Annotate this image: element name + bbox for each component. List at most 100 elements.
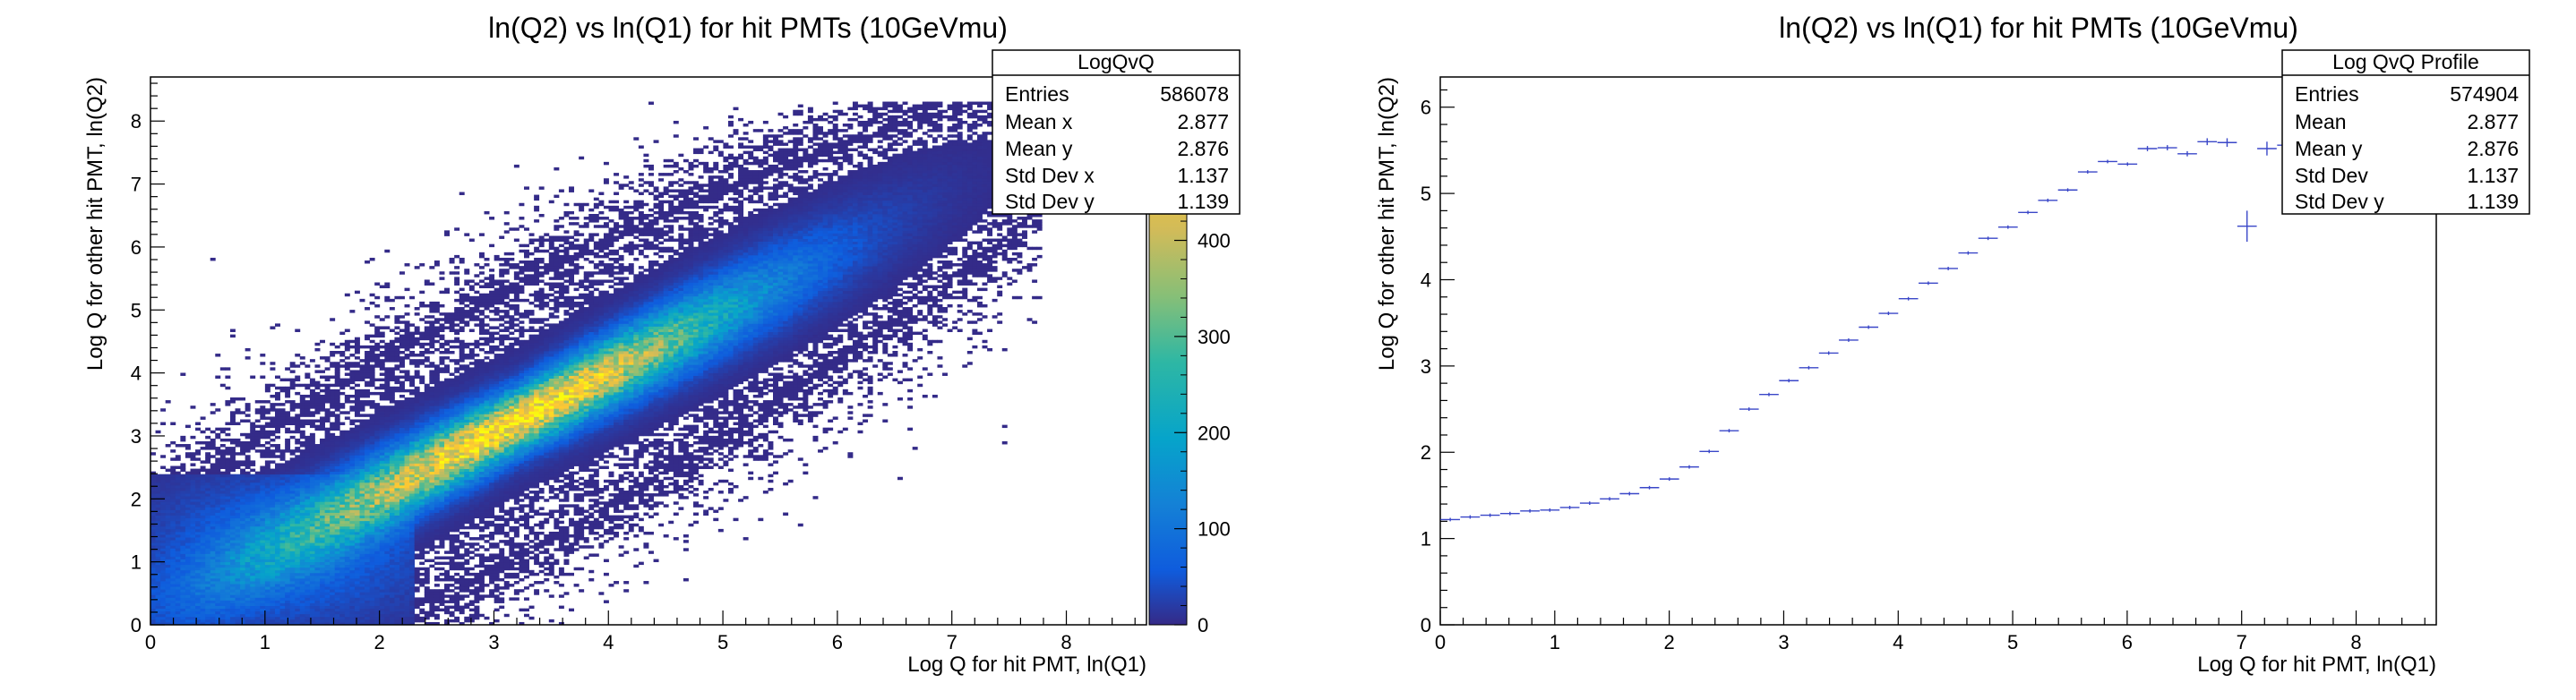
- heatmap-cell: [330, 594, 336, 598]
- heatmap-cell: [389, 394, 395, 398]
- heatmap-cell: [305, 455, 311, 458]
- heatmap-cell: [250, 422, 256, 426]
- heatmap-cell: [409, 383, 416, 388]
- heatmap-cell: [394, 375, 400, 379]
- heatmap-cell: [235, 577, 241, 582]
- heatmap-cell: [245, 504, 251, 508]
- heatmap-cell: [404, 577, 410, 582]
- heatmap-cell: [165, 551, 171, 554]
- heatmap-cell: [275, 416, 280, 420]
- heatmap-cell: [165, 474, 171, 478]
- heatmap-cell: [175, 488, 181, 491]
- heatmap-cell: [314, 551, 321, 554]
- heatmap-cell: [314, 523, 321, 527]
- heatmap-cell: [384, 619, 391, 623]
- heatmap-cell: [245, 528, 251, 533]
- heatmap-cell: [240, 581, 246, 585]
- heatmap-cell: [215, 621, 221, 626]
- heatmap-cell: [190, 564, 196, 568]
- heatmap-cell: [210, 569, 216, 574]
- heatmap-cell: [195, 520, 201, 525]
- heatmap-cell: [175, 534, 181, 538]
- heatmap-cell: [314, 602, 321, 606]
- heatmap-cell: [275, 447, 280, 450]
- heatmap-cell: [389, 345, 395, 349]
- heatmap-cell: [200, 572, 206, 576]
- heatmap-cell: [219, 501, 226, 505]
- heatmap-cell: [150, 556, 156, 559]
- heatmap-cell: [170, 608, 176, 612]
- heatmap-cell: [429, 482, 435, 486]
- heatmap-cell: [305, 520, 311, 525]
- heatmap-cell: [200, 608, 206, 612]
- heatmap-cell: [444, 484, 450, 489]
- heatmap-cell: [404, 488, 410, 491]
- heatmap-cell: [260, 416, 266, 420]
- heatmap-cell: [270, 520, 276, 525]
- heatmap-cell: [314, 556, 321, 559]
- heatmap-cell: [275, 482, 280, 486]
- heatmap-cell: [254, 408, 261, 412]
- heatmap-cell: [195, 540, 201, 543]
- heatmap-cell: [254, 537, 261, 541]
- heatmap-cell: [429, 457, 435, 461]
- heatmap-cell: [359, 440, 365, 445]
- heatmap-cell: [334, 520, 340, 525]
- heatmap-cell: [185, 479, 191, 483]
- heatmap-cell: [205, 523, 211, 527]
- heatmap-cell: [419, 537, 425, 541]
- heatmap-cell: [240, 528, 246, 533]
- heatmap-cell: [205, 507, 211, 510]
- heatmap-cell: [155, 534, 161, 538]
- heatmap-cell: [240, 545, 246, 549]
- heatmap-cell: [260, 572, 266, 576]
- heatmap-cell: [389, 551, 395, 554]
- heatmap-cell: [314, 347, 321, 352]
- heatmap-cell: [275, 517, 280, 522]
- heatmap-cell: [324, 444, 331, 448]
- heatmap-cell: [275, 586, 280, 590]
- heatmap-cell: [389, 342, 395, 346]
- heatmap-cell: [404, 501, 410, 505]
- heatmap-cell: [215, 542, 221, 546]
- heatmap-cell: [330, 605, 336, 610]
- heatmap-cell: [320, 496, 325, 499]
- heatmap-cell: [434, 616, 440, 620]
- heatmap-cell: [175, 613, 181, 618]
- heatmap-cell: [394, 517, 400, 522]
- heatmap-cell: [394, 584, 400, 587]
- heatmap-cell: [185, 482, 191, 486]
- heatmap-cell: [449, 414, 455, 417]
- heatmap-cell: [160, 474, 167, 478]
- heatmap-cell: [160, 594, 167, 598]
- heatmap-cell: [394, 411, 400, 414]
- heatmap-cell: [394, 331, 400, 336]
- heatmap-cell: [444, 440, 450, 445]
- heatmap-cell: [309, 435, 315, 440]
- heatmap-cell: [295, 449, 301, 453]
- heatmap-cell: [309, 512, 315, 516]
- heatmap-cell: [444, 460, 450, 464]
- heatmap-cell: [254, 449, 261, 453]
- heatmap-cell: [170, 551, 176, 554]
- heatmap-cell: [339, 613, 346, 618]
- heatmap-cell: [330, 447, 336, 450]
- heatmap-cell: [389, 430, 395, 434]
- heatmap-cell: [195, 581, 201, 585]
- heatmap-cell: [205, 491, 211, 494]
- heatmap-cell: [275, 414, 280, 417]
- heatmap-cell: [289, 403, 296, 406]
- heatmap-cell: [394, 471, 400, 475]
- heatmap-cell: [344, 575, 350, 579]
- heatmap-cell: [264, 597, 270, 601]
- heatmap-cell: [404, 460, 410, 464]
- heatmap-cell: [190, 501, 196, 505]
- heatmap-cell: [324, 597, 331, 601]
- heatmap-cell: [324, 619, 331, 623]
- heatmap-cell: [219, 586, 226, 590]
- heatmap-cell: [419, 380, 425, 385]
- heatmap-cell: [215, 488, 221, 491]
- heatmap-cell: [354, 575, 360, 579]
- heatmap-cell: [369, 559, 375, 563]
- heatmap-cell: [414, 397, 420, 401]
